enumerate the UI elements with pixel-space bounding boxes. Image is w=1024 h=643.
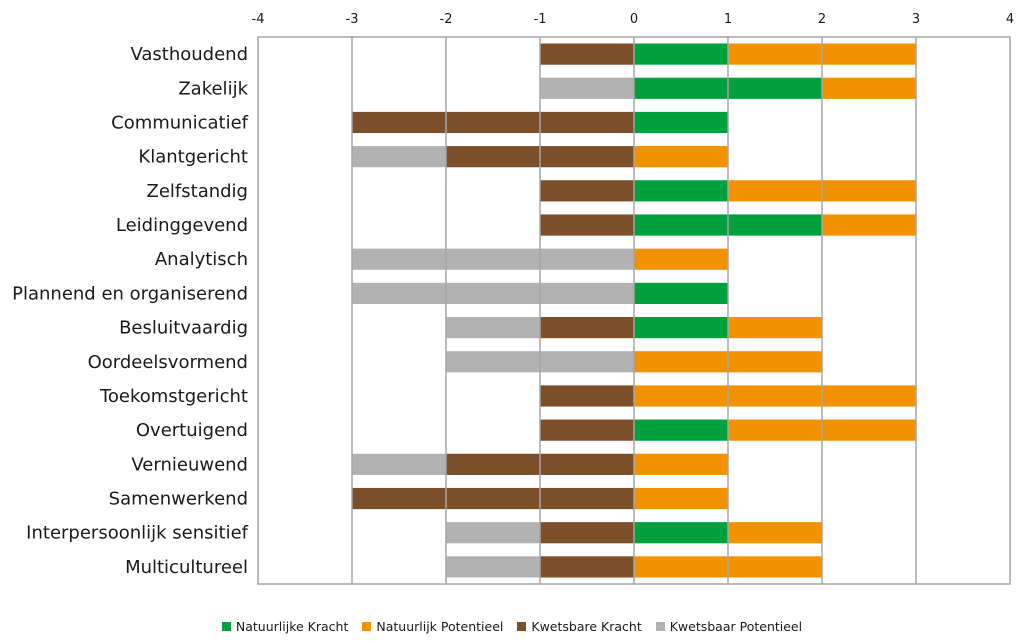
bar-segment <box>540 214 634 236</box>
category-label: Communicatief <box>111 112 249 133</box>
legend-item: Kwetsbare Kracht <box>517 616 642 636</box>
bar-segment <box>728 522 822 544</box>
legend-label: Natuurlijke Kracht <box>235 618 349 634</box>
bar-segment <box>540 43 634 65</box>
category-label: Analytisch <box>155 249 248 270</box>
bar-segment <box>352 453 446 475</box>
legend: Natuurlijke Kracht Natuurlijk Potentieel K… <box>0 616 1024 636</box>
bar-segment <box>634 316 728 339</box>
x-tick-label: -2 <box>440 12 453 27</box>
gridlines <box>351 37 917 584</box>
bar-segment <box>634 487 728 510</box>
legend-item: Natuurlijke Kracht <box>221 616 349 636</box>
x-tick-label: 3 <box>912 12 920 27</box>
bar-segment <box>540 419 634 441</box>
category-label: Klantgericht <box>138 147 248 168</box>
bar-segment <box>540 522 634 544</box>
bar-segment <box>634 248 728 270</box>
bar-segment <box>634 43 728 65</box>
x-tick-label: -1 <box>534 12 547 27</box>
legend-label: Kwetsbaar Potentieel <box>669 618 803 634</box>
x-tick-label: 4 <box>1006 12 1014 27</box>
bar-segment <box>352 146 446 168</box>
category-label: Interpersoonlijk sensitief <box>26 523 248 544</box>
x-tick-labels: -4 -3 -2 -1 0 1 2 3 4 <box>252 12 1015 27</box>
category-label: Zelfstandig <box>147 181 248 202</box>
bar-segment <box>634 453 728 475</box>
bar-segment <box>634 180 728 202</box>
x-tick-label: -4 <box>252 12 265 27</box>
bar-segment <box>634 419 728 441</box>
category-label: Vasthoudend <box>130 44 248 65</box>
bar-segment <box>728 316 822 339</box>
bars <box>352 43 916 578</box>
bar-segment <box>352 282 634 305</box>
bar-segment <box>540 556 634 578</box>
bar-segment <box>822 214 916 236</box>
category-label: Toekomstgericht <box>99 386 248 407</box>
category-label: Zakelijk <box>178 78 248 99</box>
legend-label: Natuurlijk Potentieel <box>376 618 504 634</box>
category-label: Samenwerkend <box>109 489 248 510</box>
legend-swatch <box>221 621 231 631</box>
x-tick-label: 2 <box>818 12 826 27</box>
bar-segment <box>634 146 728 168</box>
bar-segment <box>352 248 634 270</box>
bar-segment <box>540 77 634 99</box>
bar-segment <box>540 180 634 202</box>
bar-segment <box>634 385 916 407</box>
legend-swatch <box>517 621 527 631</box>
legend-item: Kwetsbaar Potentieel <box>655 616 803 636</box>
category-label: Besluitvaardig <box>119 318 248 339</box>
category-label: Leidinggevend <box>116 215 248 236</box>
legend-swatch <box>655 621 665 631</box>
bar-segment <box>446 556 540 578</box>
bar-segment <box>540 316 634 339</box>
category-label: Overtuigend <box>136 420 248 441</box>
bar-segment <box>540 385 634 407</box>
legend-item: Natuurlijk Potentieel <box>362 616 503 636</box>
category-label: Multicultureel <box>125 557 248 578</box>
bar-segment <box>446 316 540 339</box>
bar-segment <box>634 111 728 134</box>
bar-segment <box>352 487 634 510</box>
bar-segment <box>634 282 728 305</box>
legend-label: Kwetsbare Kracht <box>531 618 642 634</box>
x-tick-label: -3 <box>346 12 359 27</box>
legend-swatch <box>362 621 372 631</box>
bar-segment <box>822 77 916 99</box>
category-label: Oordeelsvormend <box>88 352 248 373</box>
bar-segment <box>352 111 634 134</box>
chart: -4 -3 -2 -1 0 1 2 3 4 Vasthoudend Zakelijk Communi… <box>12 12 1015 585</box>
category-labels: Vasthoudend Zakelijk Communicatief Klantger… <box>12 44 249 578</box>
x-tick-label: 1 <box>724 12 732 27</box>
category-label: Vernieuwend <box>131 454 248 475</box>
bar-segment <box>446 522 540 544</box>
bar-segment <box>634 522 728 544</box>
category-label: Plannend en organiserend <box>12 283 248 304</box>
x-tick-label: 0 <box>630 12 638 27</box>
